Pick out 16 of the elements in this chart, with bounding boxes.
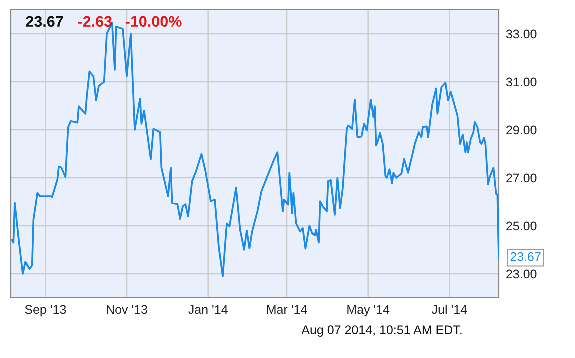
y-tick-label: 27.00 — [506, 174, 537, 183]
x-tick-label: May '14 — [348, 305, 390, 317]
x-tick-label: Sep '13 — [25, 305, 66, 317]
annotation: 23.67 — [510, 252, 541, 262]
y-tick-label: 33.00 — [506, 30, 537, 39]
x-tick-label: Jan '14 — [188, 305, 228, 314]
x-tick-label: Nov '13 — [107, 305, 148, 314]
x-tick-label: Jul '14 — [432, 304, 468, 314]
y-tick-label: 25.00 — [506, 222, 537, 231]
y-tick-label: 31.00 — [506, 78, 537, 87]
chart-subtitle: -2.63 -10.00% — [78, 16, 182, 28]
y-tick-label: 29.00 — [506, 126, 537, 135]
text: Aug 07 2014, 10:51 AM EDT. — [302, 326, 462, 337]
x-tick-label: Mar '14 — [267, 305, 308, 314]
chart-title: 23.67 — [26, 16, 64, 28]
y-tick-label: 23.00 — [506, 270, 537, 279]
